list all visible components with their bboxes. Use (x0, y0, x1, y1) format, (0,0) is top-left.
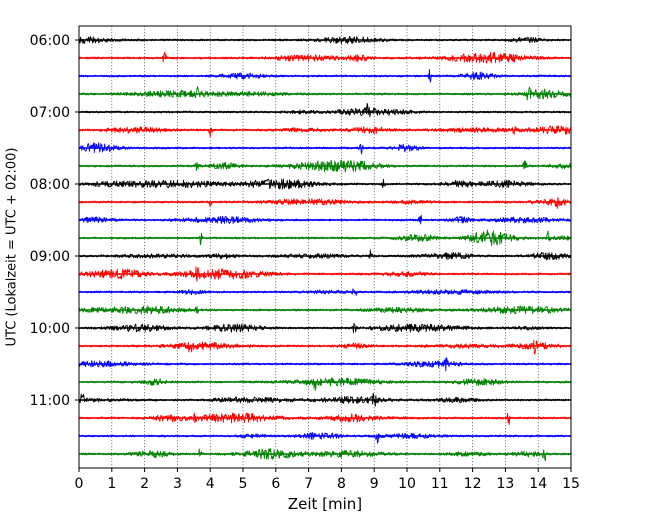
plot-frame (78, 25, 572, 469)
x-tick-label: 10 (398, 476, 416, 492)
trace-1015 (78, 339, 572, 355)
x-tick-label: 6 (271, 476, 280, 492)
trace-1115 (78, 412, 572, 426)
x-tick-label: 15 (562, 476, 580, 492)
x-tick-label: 5 (239, 476, 248, 492)
y-tick-label: 09:00 (30, 249, 70, 265)
trace-0900 (78, 249, 572, 261)
x-tick-label: 2 (140, 476, 149, 492)
x-tick-label: 11 (431, 476, 449, 492)
x-tick-label: 7 (304, 476, 313, 492)
y-axis: 06:00 07:00 08:00 09:00 10:00 11:00 (30, 33, 79, 409)
x-tick-label: 8 (337, 476, 346, 492)
x-axis: 0 1 2 3 4 5 6 7 8 9 10 11 12 13 14 15 (75, 468, 580, 492)
trace-0815 (78, 196, 572, 209)
trace-1045 (78, 377, 572, 391)
x-axis-label: Zeit [min] (288, 495, 362, 513)
trace-group (78, 36, 572, 462)
x-tick-label: 3 (173, 476, 182, 492)
x-tick-label: 13 (496, 476, 514, 492)
x-tick-label: 0 (75, 476, 84, 492)
y-tick-label: 10:00 (30, 321, 70, 337)
y-tick-label: 08:00 (30, 177, 70, 193)
y-tick-label: 06:00 (30, 33, 70, 49)
x-tick-label: 14 (529, 476, 547, 492)
trace-0715 (78, 125, 572, 138)
y-tick-label: 11:00 (30, 393, 70, 409)
y-tick-label: 07:00 (30, 105, 70, 121)
x-tick-label: 4 (206, 476, 215, 492)
x-tick-label: 1 (107, 476, 116, 492)
x-tick-label: 9 (370, 476, 379, 492)
x-tick-label: 12 (464, 476, 482, 492)
trace-1130 (78, 432, 572, 444)
trace-0700 (78, 103, 572, 118)
y-axis-label: UTC (Lokalzeit = UTC + 02:00) (5, 148, 20, 347)
